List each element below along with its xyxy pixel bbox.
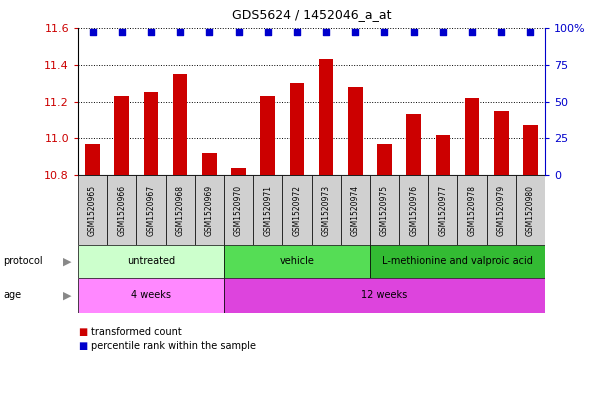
Text: GSM1520969: GSM1520969 — [205, 184, 214, 235]
Point — [350, 29, 360, 35]
Text: GSM1520980: GSM1520980 — [526, 184, 535, 235]
Bar — [224, 245, 370, 278]
Text: 4 weeks: 4 weeks — [131, 290, 171, 301]
Text: GSM1520976: GSM1520976 — [409, 184, 418, 235]
Bar — [136, 175, 165, 245]
Point — [467, 29, 477, 35]
Bar — [78, 175, 107, 245]
Point — [380, 29, 389, 35]
Bar — [282, 175, 311, 245]
Point — [263, 29, 272, 35]
Point — [117, 29, 127, 35]
Bar — [78, 245, 224, 278]
Bar — [457, 175, 487, 245]
Bar — [494, 111, 508, 175]
Bar — [465, 98, 480, 175]
Text: GSM1520971: GSM1520971 — [263, 184, 272, 235]
Point — [526, 29, 535, 35]
Point — [204, 29, 214, 35]
Text: GSM1520975: GSM1520975 — [380, 184, 389, 235]
Bar — [85, 144, 100, 175]
Text: transformed count: transformed count — [91, 327, 182, 337]
Text: age: age — [3, 290, 21, 301]
Bar — [224, 278, 545, 313]
Bar — [487, 175, 516, 245]
Text: percentile rank within the sample: percentile rank within the sample — [91, 341, 256, 351]
Text: GSM1520974: GSM1520974 — [351, 184, 360, 235]
Bar — [253, 175, 282, 245]
Text: GSM1520966: GSM1520966 — [117, 184, 126, 235]
Text: GSM1520972: GSM1520972 — [293, 184, 302, 235]
Point — [409, 29, 418, 35]
Text: GSM1520965: GSM1520965 — [88, 184, 97, 235]
Bar — [436, 134, 450, 175]
Bar — [78, 278, 224, 313]
Text: GDS5624 / 1452046_a_at: GDS5624 / 1452046_a_at — [232, 8, 391, 21]
Text: GSM1520967: GSM1520967 — [147, 184, 156, 235]
Bar — [114, 96, 129, 175]
Text: protocol: protocol — [3, 257, 43, 266]
Text: GSM1520977: GSM1520977 — [438, 184, 447, 235]
Bar — [224, 175, 253, 245]
Bar — [319, 59, 334, 175]
Bar — [348, 87, 362, 175]
Bar — [370, 175, 399, 245]
Text: vehicle: vehicle — [279, 257, 314, 266]
Text: GSM1520979: GSM1520979 — [496, 184, 505, 235]
Point — [234, 29, 243, 35]
Text: GSM1520973: GSM1520973 — [322, 184, 331, 235]
Point — [175, 29, 185, 35]
Bar — [370, 245, 545, 278]
Bar — [195, 175, 224, 245]
Point — [88, 29, 97, 35]
Point — [496, 29, 506, 35]
Bar — [377, 144, 392, 175]
Text: ■: ■ — [78, 341, 87, 351]
Bar — [231, 168, 246, 175]
Bar — [341, 175, 370, 245]
Bar — [399, 175, 429, 245]
Bar — [144, 92, 158, 175]
Bar — [202, 153, 216, 175]
Text: 12 weeks: 12 weeks — [361, 290, 407, 301]
Text: ▶: ▶ — [63, 257, 72, 266]
Text: GSM1520970: GSM1520970 — [234, 184, 243, 235]
Bar — [290, 83, 304, 175]
Text: ■: ■ — [78, 327, 87, 337]
Bar — [516, 175, 545, 245]
Bar — [406, 114, 421, 175]
Bar — [523, 125, 538, 175]
Point — [146, 29, 156, 35]
Bar — [107, 175, 136, 245]
Point — [322, 29, 331, 35]
Bar — [260, 96, 275, 175]
Point — [292, 29, 302, 35]
Text: L-methionine and valproic acid: L-methionine and valproic acid — [382, 257, 533, 266]
Bar — [173, 74, 188, 175]
Bar — [311, 175, 341, 245]
Point — [438, 29, 448, 35]
Bar — [165, 175, 195, 245]
Bar — [429, 175, 457, 245]
Text: ▶: ▶ — [63, 290, 72, 301]
Text: untreated: untreated — [127, 257, 175, 266]
Text: GSM1520968: GSM1520968 — [175, 184, 185, 235]
Text: GSM1520978: GSM1520978 — [468, 184, 477, 235]
